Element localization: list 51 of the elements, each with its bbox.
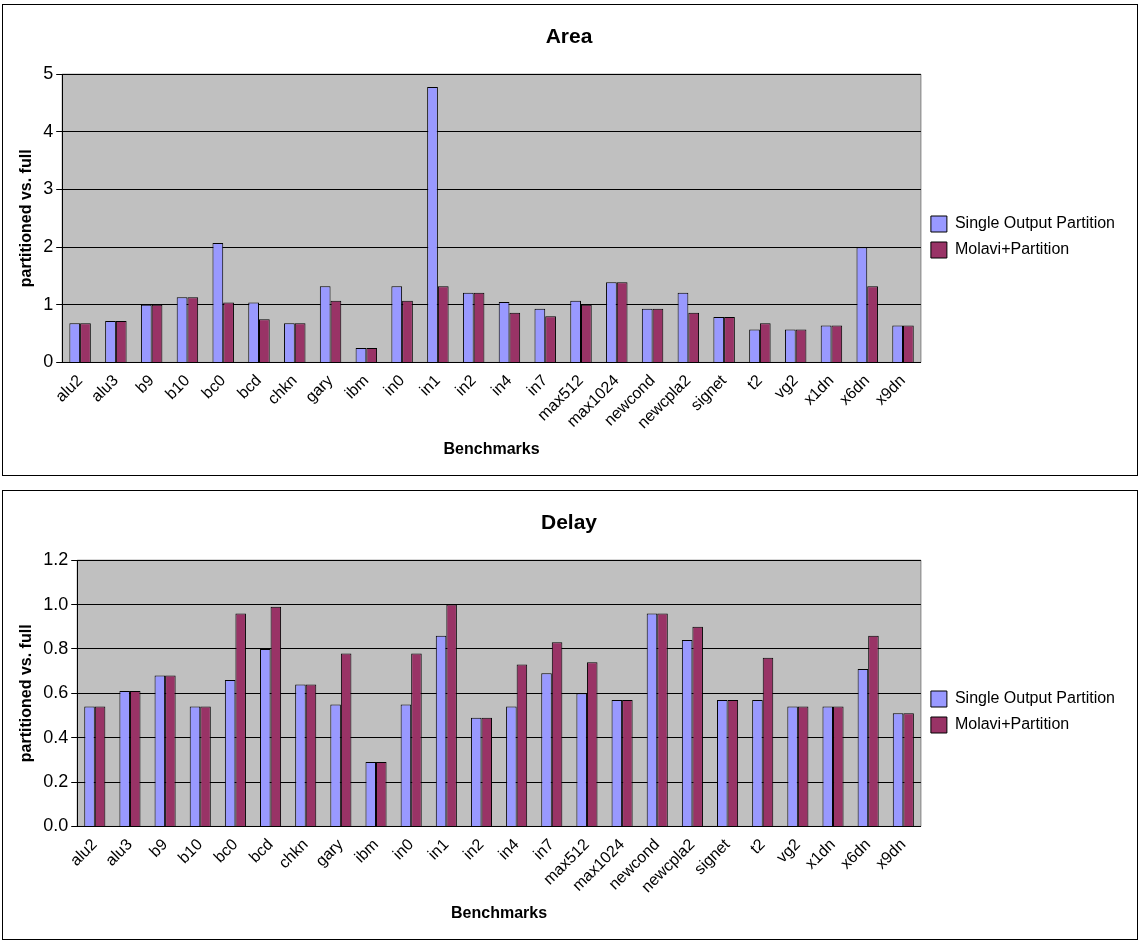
x-tick-label: vg2: [772, 835, 804, 866]
x-tick-label: chkn: [264, 371, 301, 408]
y-tick-label: 0.8: [43, 637, 69, 658]
chart-title: Area: [545, 24, 593, 48]
x-tick-label: bcd: [245, 835, 276, 866]
x-axis-title: Benchmarks: [443, 439, 540, 457]
legend-label: Molavi+Partition: [954, 240, 1070, 258]
x-tick-label: in0: [389, 835, 417, 863]
x-tick-label: b9: [145, 835, 171, 861]
x-tick-label: alu3: [101, 835, 136, 869]
y-tick-label: 3: [43, 178, 54, 199]
chart-title: Delay: [540, 510, 598, 534]
x-tick-label: bc0: [198, 371, 229, 402]
x-tick-label: in2: [451, 371, 479, 399]
x-tick-label: in1: [424, 835, 452, 863]
y-axis-title: partitioned vs. full: [17, 624, 35, 763]
y-tick-label: 0.4: [43, 726, 69, 747]
x-tick-label: ibm: [341, 371, 372, 402]
legend-label: Single Output Partition: [954, 214, 1115, 232]
x-tick-label: t2: [743, 371, 766, 393]
x-tick-label: alu2: [66, 835, 101, 869]
legend-label: Molavi+Partition: [954, 715, 1070, 733]
y-tick-label: 2: [43, 236, 54, 257]
x-tick-label: in0: [380, 371, 408, 399]
y-tick-label: 1.0: [43, 593, 69, 614]
y-tick-label: 1.2: [43, 549, 69, 570]
x-tick-label: bcd: [233, 371, 265, 402]
legend-label: Single Output Partition: [954, 689, 1115, 707]
x-tick-label: in1: [416, 371, 444, 399]
y-tick-label: 0.2: [43, 771, 69, 792]
x-tick-label: t2: [746, 835, 769, 857]
x-tick-label: vg2: [770, 371, 801, 402]
x-tick-label: bc0: [210, 835, 241, 866]
y-tick-label: 0.6: [43, 682, 69, 703]
x-axis-title: Benchmarks: [451, 903, 548, 921]
y-axis-title: partitioned vs. full: [17, 149, 35, 288]
x-tick-label: b9: [132, 371, 157, 397]
x-tick-label: in4: [494, 835, 522, 863]
x-tick-label: chkn: [275, 835, 311, 872]
y-tick-label: 4: [43, 120, 54, 141]
x-tick-label: alu2: [51, 371, 86, 405]
x-tick-label: ibm: [351, 835, 382, 866]
y-tick-label: 5: [43, 63, 54, 84]
x-tick-label: b10: [161, 371, 193, 403]
x-tick-label: alu3: [87, 371, 122, 405]
y-tick-label: 0: [43, 351, 54, 372]
x-tick-label: b10: [174, 835, 206, 867]
y-tick-label: 1: [43, 293, 54, 314]
x-tick-label: in2: [459, 835, 487, 863]
y-tick-label: 0.0: [43, 815, 69, 836]
x-tick-label: in4: [487, 371, 515, 399]
